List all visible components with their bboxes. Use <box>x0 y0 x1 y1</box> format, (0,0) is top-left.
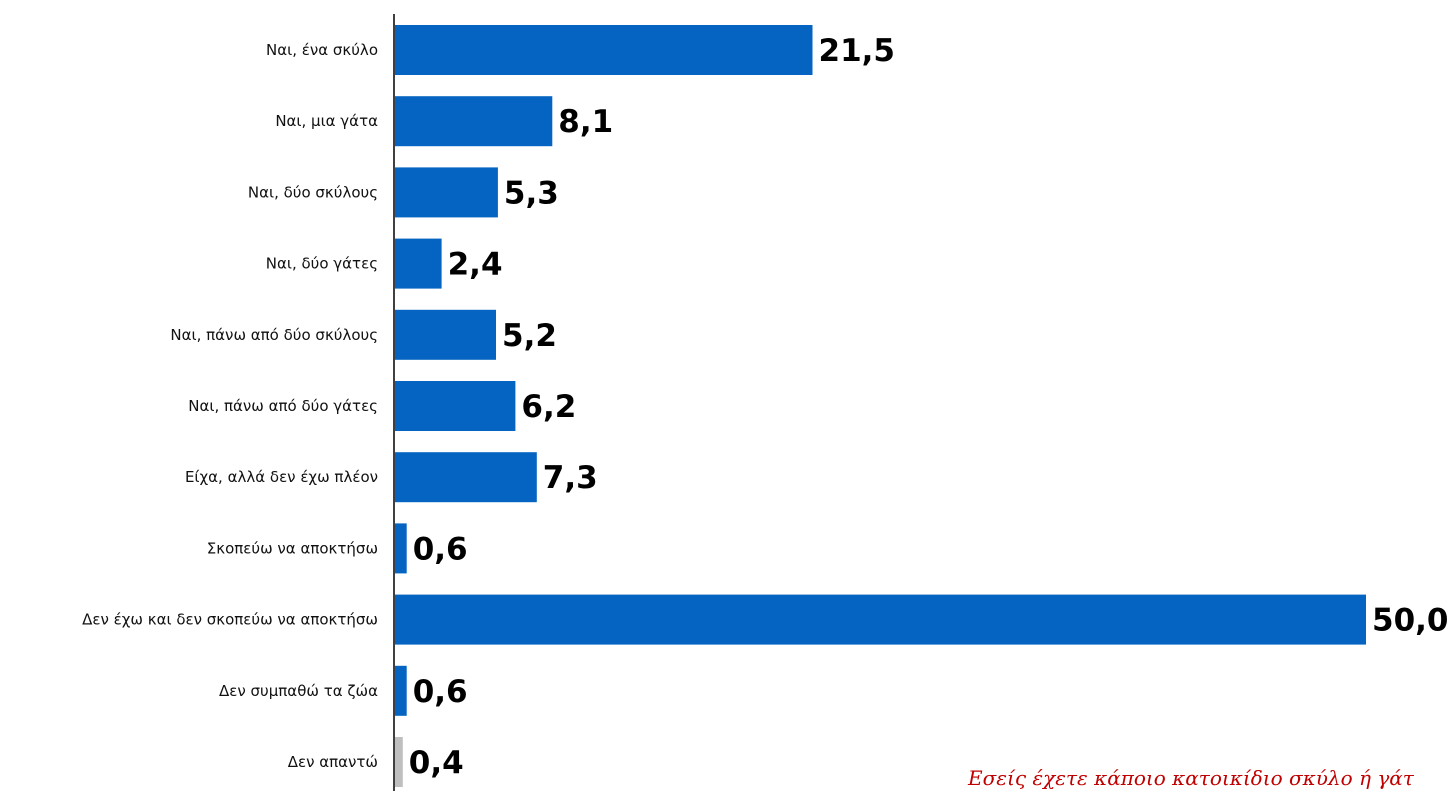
bar-2 <box>395 167 498 218</box>
category-labels-layer: Ναι, ένα σκύλο Ναι, μια γάτα Ναι, δύο σκύλ… <box>82 41 378 771</box>
value-label: 7,3 <box>543 460 598 496</box>
value-label: 6,2 <box>521 389 576 425</box>
survey-question: Εσείς έχετε κάποιο κατοικίδιο σκύλο ή γά… <box>967 766 1415 790</box>
bar-3 <box>395 238 442 289</box>
value-label: 5,2 <box>502 318 557 354</box>
value-label: 0,4 <box>409 745 464 781</box>
bar-9 <box>395 665 407 716</box>
category-label: Δεν απαντώ <box>288 753 378 771</box>
category-label: Δεν συμπαθώ τα ζώα <box>219 682 378 700</box>
value-label: 8,1 <box>558 104 613 140</box>
bar-7 <box>395 523 407 574</box>
value-labels-layer: 21,5 8,1 5,32,4 5,2 6,2 7,3 0,6 50,0 0,6 0,4 <box>409 33 1448 781</box>
category-label: Ναι, δύο γάτες <box>266 255 378 273</box>
category-label: Ναι, πάνω από δύο γάτες <box>188 397 378 415</box>
bar-10 <box>395 737 403 787</box>
category-label: Ναι, δύο σκύλους <box>248 183 378 201</box>
category-label: Είχα, αλλά δεν έχω πλέον <box>185 468 378 486</box>
value-label: 50,0 <box>1372 603 1448 639</box>
value-label: 0,6 <box>413 674 468 710</box>
bar-8 <box>395 594 1366 645</box>
bar-6 <box>395 452 537 503</box>
bars-layer <box>395 25 1366 787</box>
category-label: Ναι, μια γάτα <box>275 112 378 130</box>
value-label: 21,5 <box>819 33 896 69</box>
category-label: Ναι, πάνω από δύο σκύλους <box>170 326 378 344</box>
category-label: Σκοπεύω να αποκτήσω <box>207 539 378 557</box>
value-label: 5,3 <box>504 175 559 211</box>
category-label: Ναι, ένα σκύλο <box>266 41 378 59</box>
bar-0 <box>395 25 813 75</box>
bar-4 <box>395 309 496 360</box>
value-label: 2,4 <box>448 247 503 283</box>
bar-5 <box>395 381 516 431</box>
category-label: Δεν έχω και δεν σκοπεύω να αποκτήσω <box>82 611 378 629</box>
bar-1 <box>395 96 553 147</box>
value-label: 0,6 <box>413 531 468 567</box>
